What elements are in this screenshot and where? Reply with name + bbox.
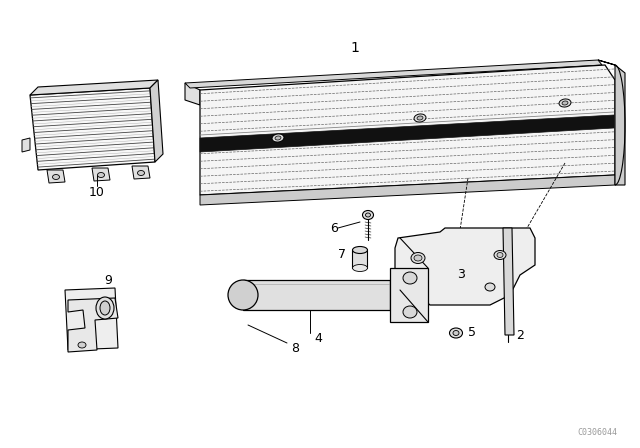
Ellipse shape [52, 175, 60, 180]
Text: 10: 10 [89, 185, 105, 198]
Text: 6: 6 [330, 221, 338, 234]
Ellipse shape [485, 283, 495, 291]
Ellipse shape [78, 342, 86, 348]
Ellipse shape [497, 253, 503, 258]
Polygon shape [200, 65, 615, 195]
Text: C0306044: C0306044 [577, 427, 617, 436]
Polygon shape [92, 168, 110, 181]
Polygon shape [243, 280, 390, 310]
Ellipse shape [411, 253, 425, 263]
Polygon shape [185, 83, 200, 105]
Ellipse shape [414, 255, 422, 261]
Polygon shape [185, 60, 602, 88]
Polygon shape [22, 138, 30, 152]
Text: 1: 1 [351, 41, 360, 55]
Ellipse shape [403, 306, 417, 318]
Text: 2: 2 [516, 328, 524, 341]
Ellipse shape [449, 328, 463, 338]
Ellipse shape [414, 114, 426, 122]
Polygon shape [30, 80, 158, 95]
Text: 3: 3 [457, 267, 465, 280]
Ellipse shape [138, 171, 145, 176]
Polygon shape [132, 166, 150, 179]
Polygon shape [200, 175, 615, 205]
Ellipse shape [96, 297, 114, 319]
Ellipse shape [559, 99, 571, 107]
Text: 8: 8 [291, 341, 299, 354]
Polygon shape [503, 228, 514, 335]
Ellipse shape [562, 101, 568, 105]
Ellipse shape [494, 250, 506, 259]
Ellipse shape [362, 211, 374, 220]
Ellipse shape [97, 172, 104, 177]
Ellipse shape [453, 331, 459, 336]
Polygon shape [30, 88, 155, 170]
Text: 7: 7 [338, 247, 346, 260]
Polygon shape [65, 288, 118, 350]
Ellipse shape [403, 272, 417, 284]
Ellipse shape [353, 264, 367, 271]
Ellipse shape [228, 280, 258, 310]
Polygon shape [68, 298, 118, 352]
Ellipse shape [365, 213, 371, 217]
Polygon shape [352, 250, 367, 268]
Ellipse shape [417, 116, 423, 120]
Text: 9: 9 [104, 273, 112, 287]
Polygon shape [395, 228, 535, 305]
Ellipse shape [272, 134, 284, 142]
Polygon shape [200, 115, 614, 152]
Polygon shape [150, 80, 163, 162]
Polygon shape [390, 268, 428, 322]
Ellipse shape [353, 246, 367, 254]
Ellipse shape [275, 136, 281, 140]
Text: 4: 4 [314, 332, 322, 345]
Polygon shape [598, 60, 625, 185]
Polygon shape [47, 170, 65, 183]
Ellipse shape [100, 301, 110, 315]
Text: 5: 5 [468, 326, 476, 339]
